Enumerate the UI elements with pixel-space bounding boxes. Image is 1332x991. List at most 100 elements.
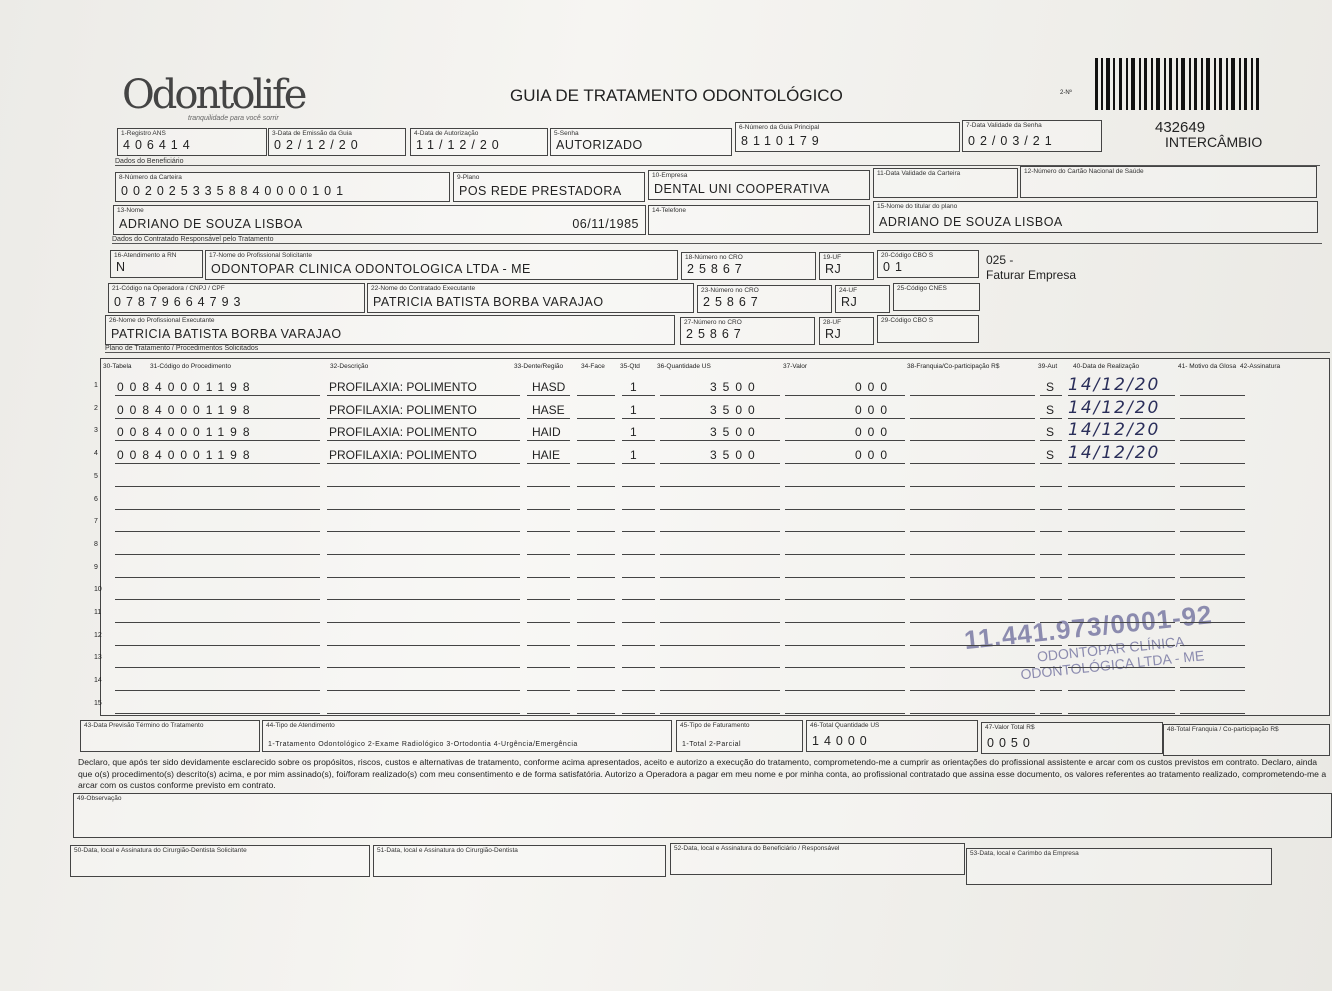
cell-value: 000 xyxy=(855,402,894,417)
row-line xyxy=(660,508,780,510)
row-line xyxy=(1040,417,1062,419)
row-line xyxy=(1040,440,1062,442)
field-value: 25867 xyxy=(686,327,746,341)
row-line xyxy=(1180,690,1245,692)
form-field: 6-Número da Guia Principal 8110179 xyxy=(735,122,960,152)
field-label: 16-Atendimento a RN xyxy=(114,252,177,259)
field-label: 22-Nome do Contratado Executante xyxy=(371,285,476,292)
row-number: 10 xyxy=(94,586,102,594)
form-field: 29-Código CBO S xyxy=(877,315,979,343)
section-title: Dados do Contratado Responsável pelo Tra… xyxy=(112,236,1322,244)
field-label: 18-Número no CRO xyxy=(685,254,743,261)
form-field: 43-Data Previsão Término do Tratamento xyxy=(80,720,260,752)
row-line xyxy=(910,440,1035,442)
barcode xyxy=(1095,58,1259,110)
cell-tooth: HAIE xyxy=(532,448,561,463)
row-line xyxy=(115,667,320,669)
row-line xyxy=(660,599,780,601)
cell-code: 00840001198 xyxy=(117,402,256,417)
row-line xyxy=(527,690,570,692)
field-value: 0020253358840000101 xyxy=(121,184,349,198)
row-line xyxy=(115,690,320,692)
row-line xyxy=(577,417,615,419)
row-line xyxy=(577,485,615,487)
field-value: 02/03/21 xyxy=(968,134,1057,148)
row-line xyxy=(327,485,520,487)
field-label: 47-Valor Total R$ xyxy=(985,724,1035,731)
field-value: PATRICIA BATISTA BORBA VARAJAO xyxy=(373,295,604,309)
row-line xyxy=(1180,395,1245,396)
row-line xyxy=(622,599,655,601)
row-line xyxy=(660,576,780,578)
row-line xyxy=(785,440,905,442)
cell-description: PROFILAXIA: POLIMENTO xyxy=(329,402,477,417)
cell-qty: 1 xyxy=(630,380,637,394)
field-value: 02/12/20 xyxy=(274,138,363,152)
row-line xyxy=(785,485,905,487)
form-field: 24-UF RJ xyxy=(835,285,890,313)
cell-tooth: HASE xyxy=(532,402,565,417)
row-number: 7 xyxy=(94,518,98,526)
row-line xyxy=(1180,508,1245,510)
row-line xyxy=(327,553,520,555)
field-label: 20-Código CBO S xyxy=(881,252,934,259)
form-field: 49-Observação xyxy=(73,793,1332,838)
field-value: 25867 xyxy=(703,295,763,309)
form-field: 28-UF RJ xyxy=(819,317,874,345)
field-label: 15-Nome do titular do plano xyxy=(877,203,958,210)
row-line xyxy=(910,463,1035,465)
form-field: 44-Tipo de Atendimento 1-Tratamento Odont… xyxy=(262,720,672,752)
row-line xyxy=(660,463,780,465)
field-value: ADRIANO DE SOUZA LISBOA xyxy=(879,215,1063,229)
row-line xyxy=(660,553,780,555)
row-line xyxy=(660,395,780,396)
field-label: 9-Plano xyxy=(457,174,480,181)
row-line xyxy=(622,644,655,646)
handwritten-date: 14/12/20 xyxy=(1068,375,1161,395)
row-line xyxy=(910,599,1035,601)
row-line xyxy=(115,644,320,646)
row-line xyxy=(622,622,655,623)
form-field: 45-Tipo de Faturamento 1-Total 2-Parcial xyxy=(676,720,803,752)
row-line xyxy=(327,644,520,646)
row-line xyxy=(622,485,655,487)
field-label: 10-Empresa xyxy=(652,172,688,179)
form-field: 5-Senha AUTORIZADO xyxy=(550,128,732,156)
row-line xyxy=(1040,463,1062,465)
row-line xyxy=(622,440,655,442)
row-line xyxy=(527,576,570,578)
column-header: 32-Descrição xyxy=(330,363,369,370)
field-value: 07879664793 xyxy=(114,295,246,309)
guide-type: INTERCÂMBIO xyxy=(1165,134,1263,150)
field-label: 23-Número no CRO xyxy=(701,287,759,294)
form-field: 1-Registro ANS 406414 xyxy=(117,128,267,156)
field-label: 13-Nome xyxy=(117,207,144,214)
row-line xyxy=(910,644,1035,646)
column-header: 31-Código do Procedimento xyxy=(150,363,231,370)
field-value: DENTAL UNI COOPERATIVA xyxy=(654,182,830,196)
cell-aut: S xyxy=(1046,448,1055,463)
row-line xyxy=(622,712,655,714)
row-line xyxy=(1040,395,1062,396)
tagline: tranquilidade para você sorrir xyxy=(188,115,279,122)
field-value: PATRICIA BATISTA BORBA VARAJAO xyxy=(111,327,342,341)
field-label: 6-Número da Guia Principal xyxy=(739,124,820,131)
row-line xyxy=(1180,622,1245,623)
row-line xyxy=(527,531,570,533)
cell-qty: 1 xyxy=(630,448,637,463)
field-label: 12-Número do Cartão Nacional de Saúde xyxy=(1024,168,1144,175)
cell-qty: 1 xyxy=(630,425,637,440)
field-label: 17-Nome do Profissional Solicitante xyxy=(209,252,312,259)
field-label: 3-Data de Emissão da Guia xyxy=(272,130,352,137)
form-field: 9-Plano POS REDE PRESTADORA xyxy=(453,172,645,202)
cell-us: 3500 xyxy=(710,380,761,394)
form-title: GUIA DE TRATAMENTO ODONTOLÓGICO xyxy=(510,86,843,105)
row-number: 5 xyxy=(94,472,98,480)
column-header: 35-Qtd xyxy=(620,363,640,370)
row-line xyxy=(527,667,570,669)
form-field: 8-Número da Carteira 0020253358840000101 xyxy=(115,172,450,202)
row-line xyxy=(1068,531,1175,533)
row-line xyxy=(785,690,905,692)
row-line xyxy=(527,440,570,442)
row-line xyxy=(327,576,520,578)
